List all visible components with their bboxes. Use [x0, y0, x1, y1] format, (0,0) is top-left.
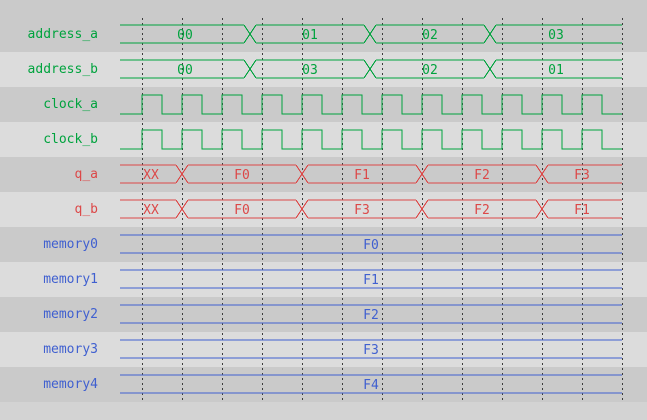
signal-label-address_b[interactable]: address_b	[27, 62, 98, 77]
row-stripe-memory0	[0, 227, 647, 262]
row-stripe-q_b	[0, 192, 647, 227]
wave-value-memory3-0: F3	[363, 343, 379, 358]
wave-value-address_b-1: 03	[302, 63, 318, 78]
wave-value-memory2-0: F2	[363, 308, 379, 323]
wave-value-q_b-4: F1	[574, 203, 590, 218]
row-stripe-memory1	[0, 262, 647, 297]
wave-value-q_a-3: F2	[474, 168, 490, 183]
wave-value-address_b-3: 01	[548, 63, 564, 78]
wave-value-memory1-0: F1	[363, 273, 379, 288]
row-stripe-memory4	[0, 367, 647, 402]
signal-label-memory3[interactable]: memory3	[43, 342, 98, 357]
wave-value-q_b-2: F3	[354, 203, 370, 218]
wave-value-q_a-2: F1	[354, 168, 370, 183]
wave-value-q_b-3: F2	[474, 203, 490, 218]
wave-address_a: 00 01 02 03	[120, 24, 622, 44]
wave-value-address_a-3: 03	[548, 28, 564, 43]
signal-label-clock_a[interactable]: clock_a	[43, 97, 98, 112]
wave-value-q_b-0: XX	[143, 203, 159, 218]
signal-label-q_a[interactable]: q_a	[74, 167, 98, 182]
row-stripe-address_b	[0, 52, 647, 87]
wave-value-address_a-2: 02	[422, 28, 438, 43]
signal-label-q_b[interactable]: q_b	[74, 202, 98, 217]
row-stripe-clock_a	[0, 87, 647, 122]
wave-value-address_a-0: 00	[177, 28, 193, 43]
wave-value-q_b-1: F0	[234, 203, 250, 218]
wave-value-memory4-0: F4	[363, 378, 379, 393]
wave-memory3: F3	[120, 339, 622, 359]
row-stripe-memory3	[0, 332, 647, 367]
row-stripe-q_a	[0, 157, 647, 192]
wave-value-address_b-2: 02	[422, 63, 438, 78]
wave-clock_b	[120, 129, 622, 150]
wave-value-q_a-4: F3	[574, 168, 590, 183]
signal-label-memory0[interactable]: memory0	[43, 237, 98, 252]
wave-memory2: F2	[120, 304, 622, 324]
wave-value-q_a-1: F0	[234, 168, 250, 183]
row-stripe-memory2	[0, 297, 647, 332]
signal-label-memory4[interactable]: memory4	[43, 377, 98, 392]
signal-label-address_a[interactable]: address_a	[27, 27, 98, 42]
wave-memory1: F1	[120, 269, 622, 289]
wave-value-memory0-0: F0	[363, 238, 379, 253]
signal-label-memory1[interactable]: memory1	[43, 272, 98, 287]
wave-memory0: F0	[120, 234, 622, 254]
wave-clock_a	[120, 94, 622, 115]
wave-value-address_b-0: 00	[177, 63, 193, 78]
row-stripe-clock_b	[0, 122, 647, 157]
wave-value-address_a-1: 01	[302, 28, 318, 43]
wave-value-q_a-0: XX	[143, 168, 159, 183]
signal-label-clock_b[interactable]: clock_b	[43, 132, 98, 147]
wave-q_a: XX F0 F1 F2 F3	[120, 164, 622, 184]
signal-label-memory2[interactable]: memory2	[43, 307, 98, 322]
wave-address_b: 00 03 02 01	[120, 59, 622, 79]
wave-q_b: XX F0 F3 F2 F1	[120, 199, 622, 219]
wave-memory4: F4	[120, 374, 622, 394]
